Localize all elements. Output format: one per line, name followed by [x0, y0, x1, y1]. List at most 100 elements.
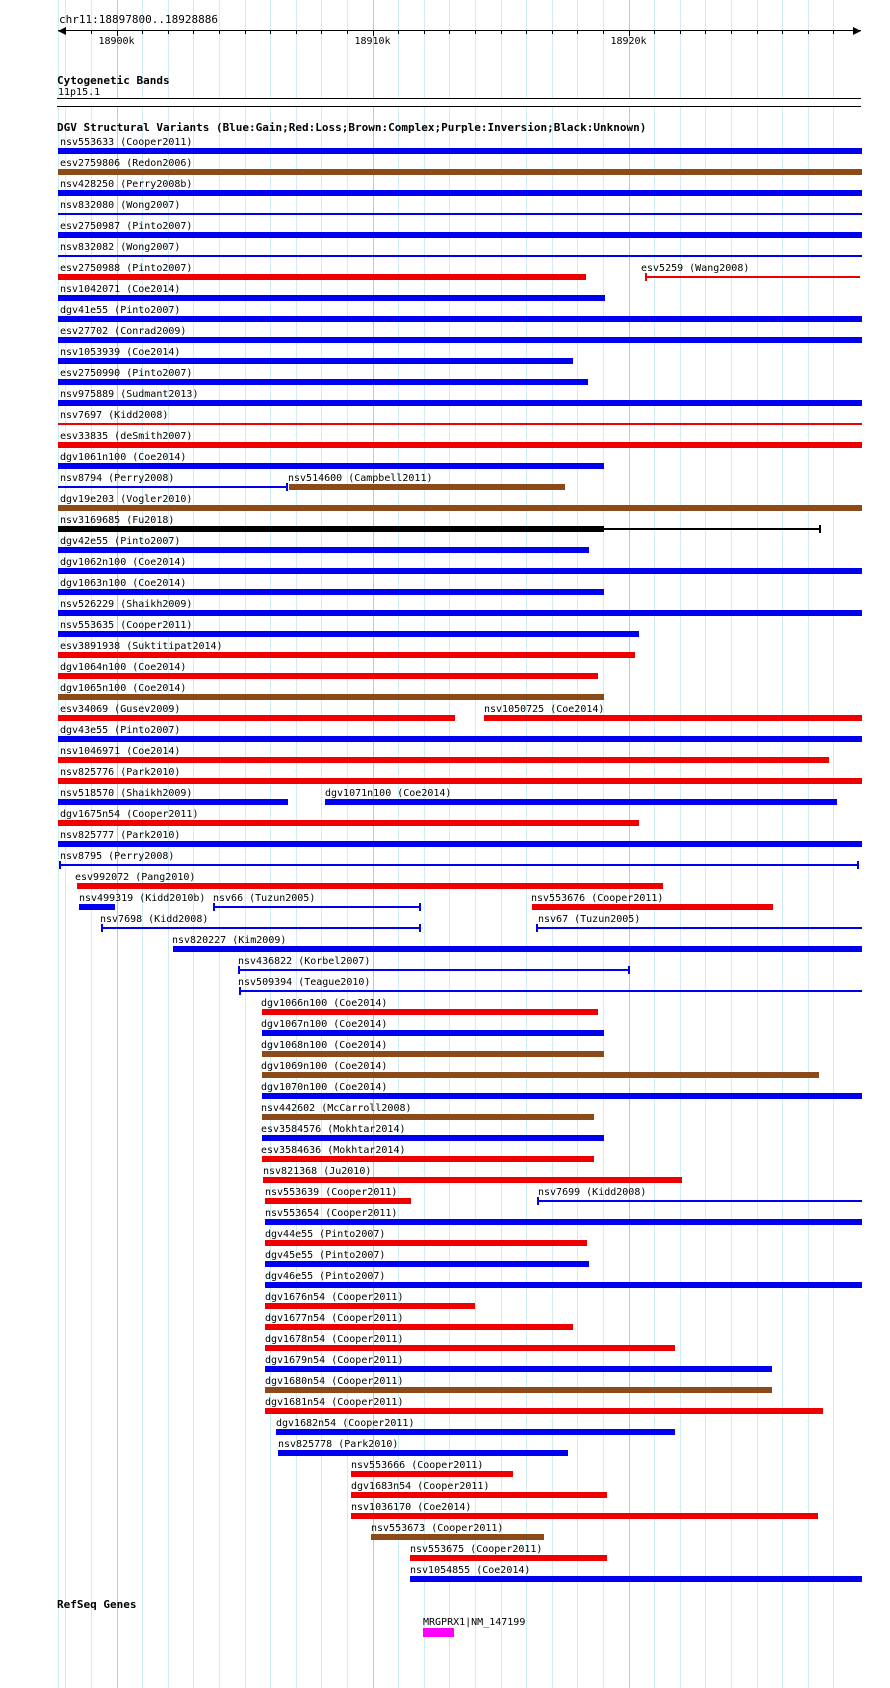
variant-label[interactable]: esv3584576 (Mokhtar2014)	[261, 1124, 406, 1135]
variant-label[interactable]: nsv514600 (Campbell2011)	[288, 473, 433, 484]
variant-label[interactable]: esv27702 (Conrad2009)	[60, 326, 187, 337]
variant-label[interactable]: dgv1067n100 (Coe2014)	[261, 1019, 388, 1030]
variant-bar[interactable]	[265, 1261, 589, 1267]
variant-bar[interactable]	[261, 1051, 604, 1057]
variant-bar[interactable]	[351, 1513, 818, 1519]
variant-bar[interactable]	[265, 1366, 772, 1372]
variant-label[interactable]: nsv1046971 (Coe2014)	[60, 746, 181, 757]
variant-bar[interactable]	[484, 715, 862, 721]
variant-label[interactable]: dgv1064n100 (Coe2014)	[60, 662, 187, 673]
variant-label[interactable]: dgv41e55 (Pinto2007)	[60, 305, 181, 316]
variant-bar[interactable]	[57, 316, 862, 322]
variant-label[interactable]: dgv1065n100 (Coe2014)	[60, 683, 187, 694]
variant-label[interactable]: nsv67 (Tuzun2005)	[538, 914, 641, 925]
variant-bar[interactable]	[351, 1492, 607, 1498]
variant-bar[interactable]	[351, 1471, 513, 1477]
variant-label[interactable]: dgv1070n100 (Coe2014)	[261, 1082, 388, 1093]
variant-bar[interactable]	[57, 358, 573, 364]
variant-label[interactable]: nsv825777 (Park2010)	[60, 830, 181, 841]
variant-label[interactable]: nsv7698 (Kidd2008)	[100, 914, 209, 925]
variant-bar[interactable]	[261, 1114, 594, 1120]
variant-label[interactable]: nsv553666 (Cooper2011)	[351, 1460, 484, 1471]
variant-bar[interactable]	[57, 337, 862, 343]
variant-range-line[interactable]	[538, 1200, 862, 1202]
variant-bar[interactable]	[57, 295, 605, 301]
variant-bar[interactable]	[57, 169, 862, 175]
variant-label[interactable]: dgv1679n54 (Cooper2011)	[265, 1355, 404, 1366]
variant-label[interactable]: nsv553673 (Cooper2011)	[371, 1523, 504, 1534]
variant-bar[interactable]	[325, 799, 837, 805]
cytoband-bar[interactable]	[57, 98, 861, 107]
variant-label[interactable]: dgv1683n54 (Cooper2011)	[351, 1481, 490, 1492]
variant-bar[interactable]	[57, 589, 604, 595]
variant-range-line[interactable]	[102, 927, 420, 929]
variant-label[interactable]: nsv499319 (Kidd2010b)	[79, 893, 206, 904]
variant-label[interactable]: nsv832082 (Wong2007)	[60, 242, 181, 253]
variant-bar[interactable]	[57, 505, 862, 511]
variant-label[interactable]: nsv825776 (Park2010)	[60, 767, 181, 778]
variant-label[interactable]: dgv1066n100 (Coe2014)	[261, 998, 388, 1009]
variant-label[interactable]: nsv825778 (Park2010)	[278, 1439, 399, 1450]
variant-bar[interactable]	[76, 883, 663, 889]
variant-bar[interactable]	[410, 1555, 607, 1561]
variant-label[interactable]: esv33835 (deSmith2007)	[60, 431, 193, 442]
variant-bar[interactable]	[265, 1198, 411, 1204]
variant-label[interactable]: nsv428250 (Perry2008b)	[60, 179, 193, 190]
variant-bar[interactable]	[57, 400, 862, 406]
variant-bar[interactable]	[57, 232, 862, 238]
variant-label[interactable]: nsv509394 (Teague2010)	[238, 977, 371, 988]
variant-range-line[interactable]	[57, 423, 862, 425]
gene-label[interactable]: MRGPRX1|NM_147199	[423, 1617, 526, 1628]
variant-bar[interactable]	[265, 1345, 675, 1351]
variant-range-line[interactable]	[604, 528, 820, 530]
variant-bar[interactable]	[57, 715, 455, 721]
variant-label[interactable]: dgv1071n100 (Coe2014)	[325, 788, 452, 799]
variant-bar[interactable]	[278, 1450, 568, 1456]
variant-label[interactable]: nsv821368 (Ju2010)	[263, 1166, 372, 1177]
variant-bar[interactable]	[265, 1408, 823, 1414]
variant-bar[interactable]	[265, 1219, 862, 1225]
variant-label[interactable]: dgv42e55 (Pinto2007)	[60, 536, 181, 547]
variant-label[interactable]: dgv46e55 (Pinto2007)	[265, 1271, 386, 1282]
variant-bar[interactable]	[57, 274, 586, 280]
variant-bar[interactable]	[265, 1282, 862, 1288]
variant-range-line[interactable]	[214, 906, 420, 908]
variant-label[interactable]: nsv553675 (Cooper2011)	[410, 1544, 543, 1555]
variant-bar[interactable]	[57, 694, 604, 700]
variant-label[interactable]: dgv1677n54 (Cooper2011)	[265, 1313, 404, 1324]
variant-label[interactable]: esv992072 (Pang2010)	[75, 872, 196, 883]
variant-label[interactable]: dgv1678n54 (Cooper2011)	[265, 1334, 404, 1345]
variant-bar[interactable]	[265, 1240, 587, 1246]
variant-label[interactable]: dgv19e203 (Vogler2010)	[60, 494, 193, 505]
variant-label[interactable]: dgv1682n54 (Cooper2011)	[276, 1418, 415, 1429]
variant-label[interactable]: nsv66 (Tuzun2005)	[213, 893, 316, 904]
variant-label[interactable]: nsv553633 (Cooper2011)	[60, 137, 193, 148]
variant-bar[interactable]	[57, 526, 604, 532]
variant-label[interactable]: dgv1675n54 (Cooper2011)	[60, 809, 199, 820]
variant-bar[interactable]	[410, 1576, 862, 1582]
variant-label[interactable]: esv5259 (Wang2008)	[641, 263, 750, 274]
variant-bar[interactable]	[79, 904, 115, 910]
variant-bar[interactable]	[57, 757, 829, 763]
variant-bar[interactable]	[261, 1009, 598, 1015]
variant-label[interactable]: dgv1676n54 (Cooper2011)	[265, 1292, 404, 1303]
variant-bar[interactable]	[261, 1135, 604, 1141]
variant-label[interactable]: nsv518570 (Shaikh2009)	[60, 788, 193, 799]
variant-label[interactable]: nsv553654 (Cooper2011)	[265, 1208, 398, 1219]
variant-label[interactable]: dgv1069n100 (Coe2014)	[261, 1061, 388, 1072]
variant-bar[interactable]	[289, 484, 565, 490]
variant-label[interactable]: nsv1036170 (Coe2014)	[351, 1502, 472, 1513]
variant-bar[interactable]	[532, 904, 773, 910]
variant-bar[interactable]	[57, 631, 639, 637]
variant-bar[interactable]	[265, 1303, 475, 1309]
variant-label[interactable]: nsv8795 (Perry2008)	[60, 851, 175, 862]
variant-bar[interactable]	[265, 1324, 573, 1330]
variant-label[interactable]: esv2750990 (Pinto2007)	[60, 368, 193, 379]
variant-label[interactable]: nsv553676 (Cooper2011)	[531, 893, 664, 904]
variant-label[interactable]: dgv1062n100 (Coe2014)	[60, 557, 187, 568]
variant-label[interactable]: dgv1680n54 (Cooper2011)	[265, 1376, 404, 1387]
variant-range-line[interactable]	[57, 213, 862, 215]
variant-label[interactable]: esv2750988 (Pinto2007)	[60, 263, 193, 274]
variant-label[interactable]: nsv1053939 (Coe2014)	[60, 347, 181, 358]
variant-bar[interactable]	[263, 1177, 682, 1183]
